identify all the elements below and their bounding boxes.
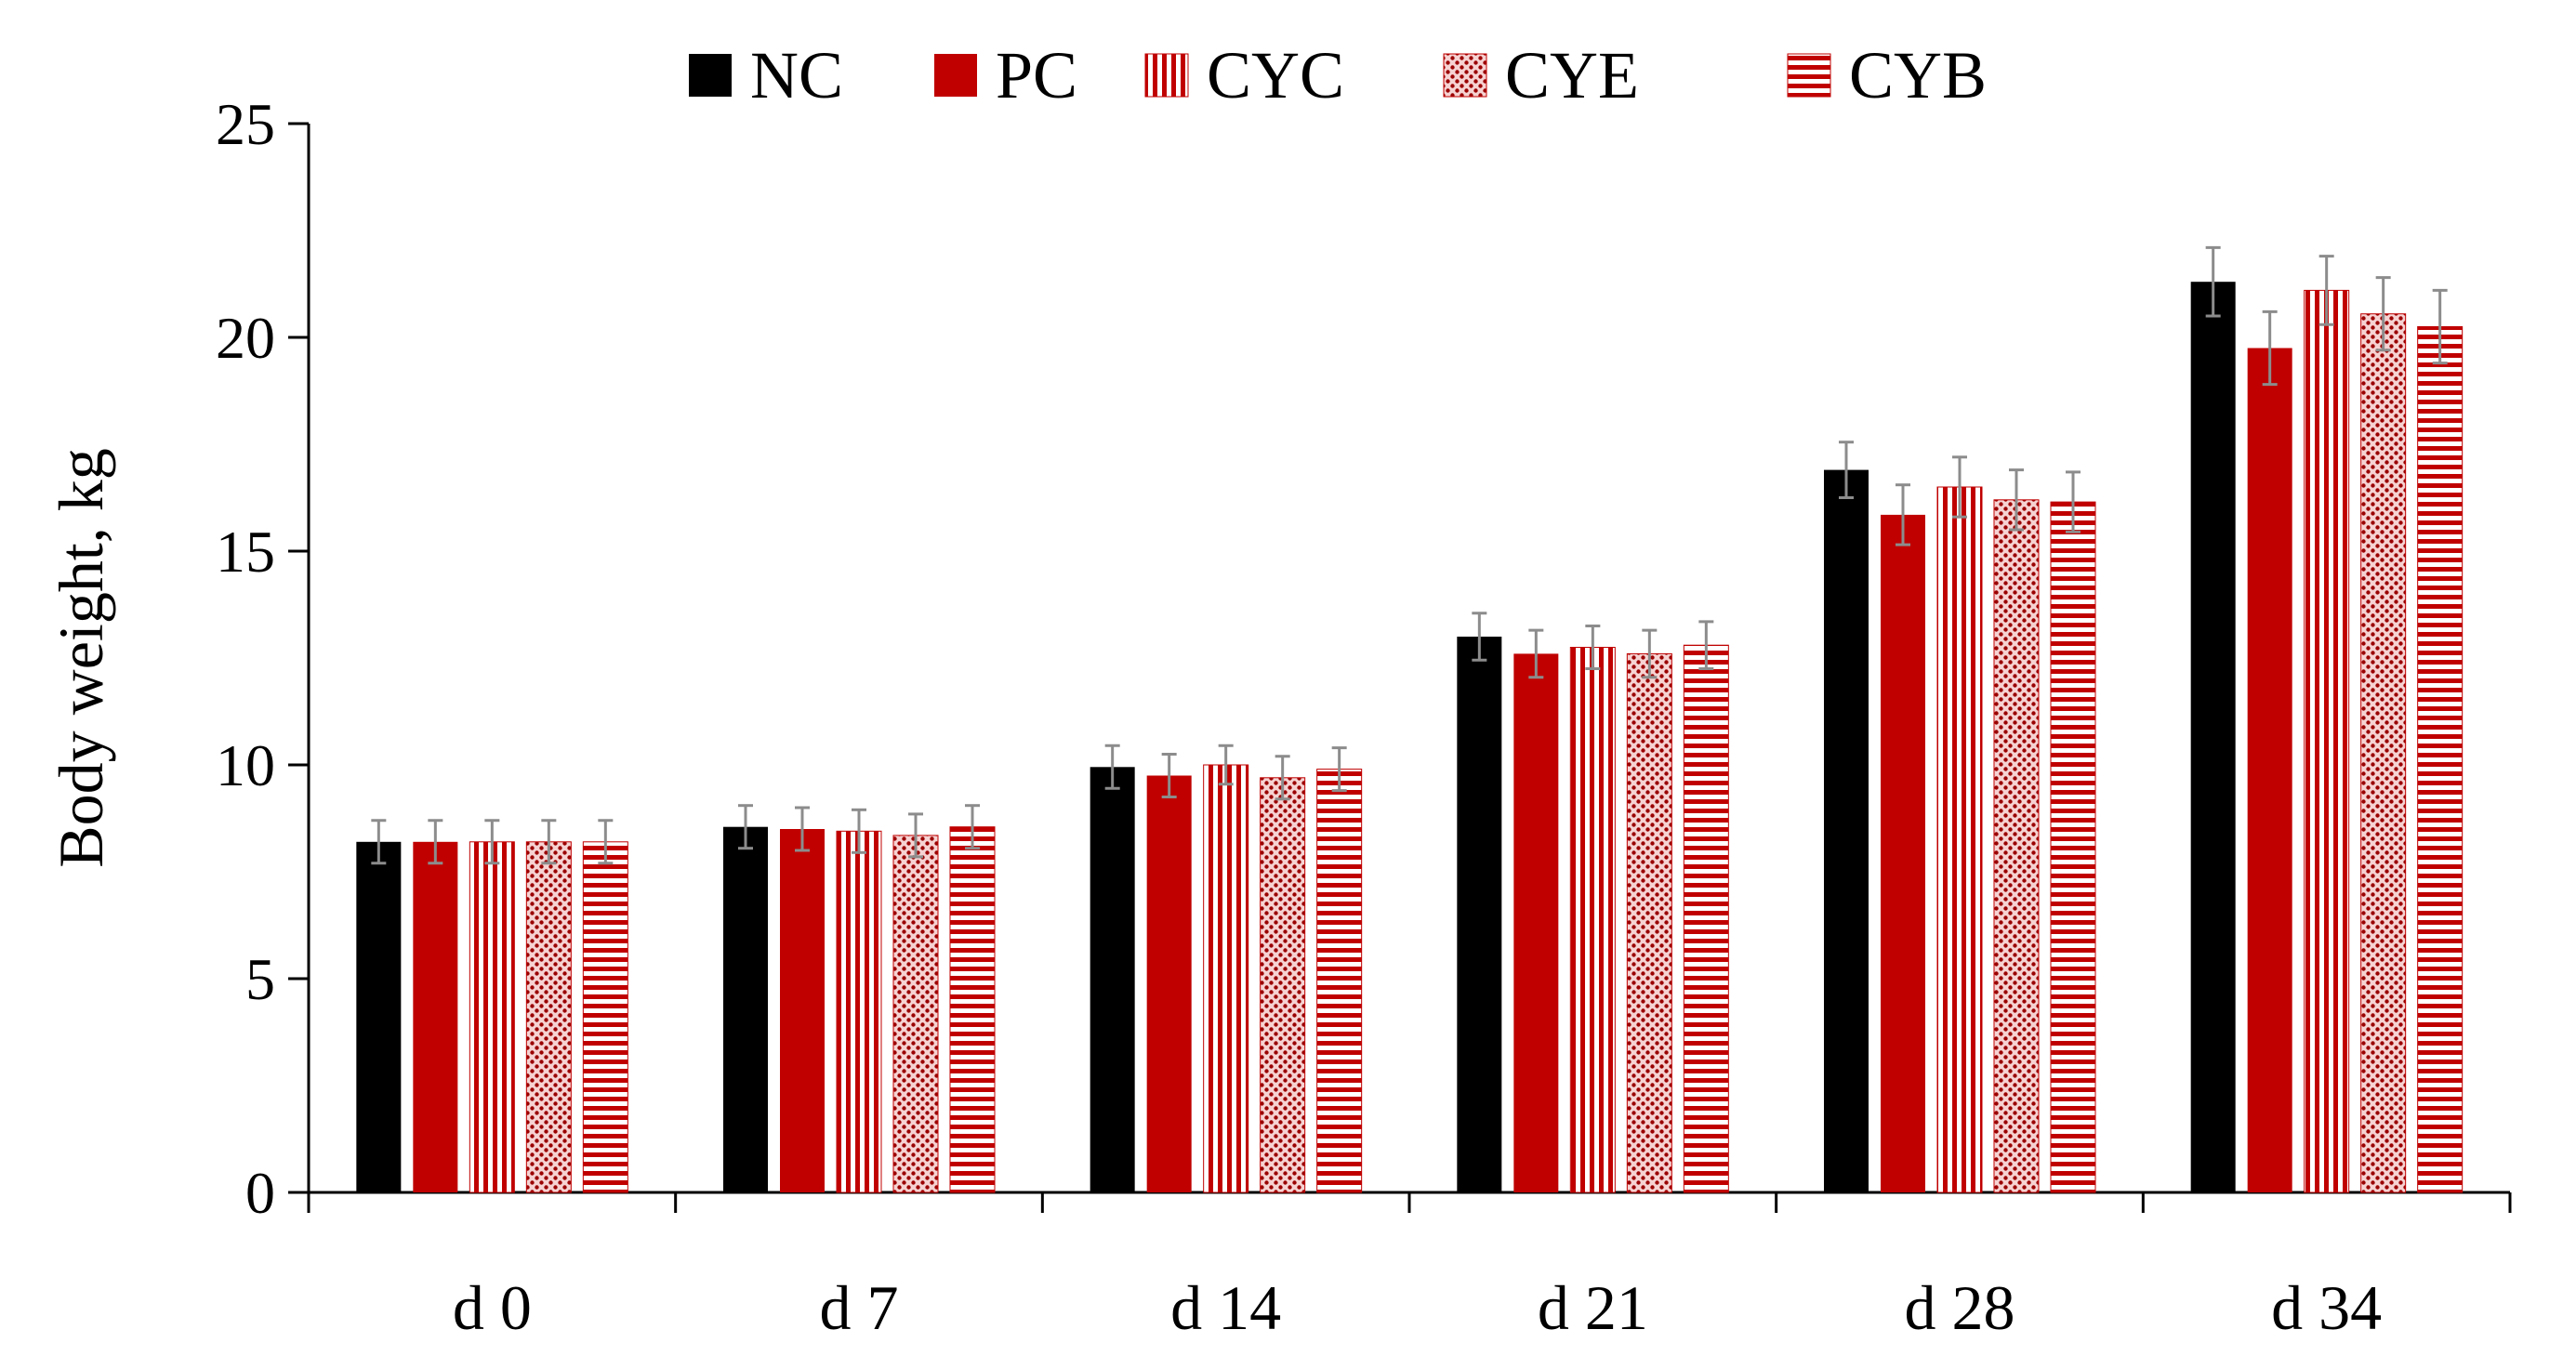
error-bar-cyb-d-28 — [2066, 470, 2081, 533]
error-bar-cye-d-28 — [2009, 468, 2024, 532]
y-tick-label: 0 — [245, 1160, 275, 1226]
bar-pc-d-0 — [413, 841, 458, 1192]
bars-layer — [356, 282, 2464, 1193]
error-bar-nc-d-21 — [1472, 612, 1487, 662]
bar-nc-d-14 — [1090, 767, 1135, 1192]
y-tick-label: 15 — [216, 519, 275, 585]
x-category-label-d-0: d 0 — [453, 1272, 532, 1343]
bar-nc-d-0 — [356, 841, 402, 1192]
x-category-label-d-7: d 7 — [820, 1272, 899, 1343]
legend-item-nc: NC — [689, 38, 843, 112]
error-bar-pc-d-7 — [795, 806, 810, 852]
bar-pc-d-14 — [1146, 775, 1192, 1192]
legend-swatch-cyc — [1144, 53, 1189, 98]
legend: NC PC CYC CYE CYB — [689, 38, 1987, 112]
error-bar-nc-d-0 — [371, 819, 387, 865]
legend-item-cyb: CYB — [1787, 38, 1987, 112]
bar-cyc-d-34 — [2304, 289, 2350, 1193]
legend-label-cyb: CYB — [1849, 38, 1987, 112]
error-bar-pc-d-14 — [1161, 753, 1177, 798]
y-tick-label: 10 — [216, 732, 275, 798]
x-category-label-d-21: d 21 — [1538, 1272, 1648, 1343]
error-bar-cyb-d-0 — [598, 819, 614, 865]
bar-pc-d-34 — [2247, 348, 2292, 1192]
bar-pc-d-28 — [1881, 514, 1925, 1192]
bar-cyc-d-28 — [1936, 486, 1983, 1193]
legend-swatch-nc — [689, 54, 732, 97]
bar-cyb-d-21 — [1683, 644, 1729, 1193]
error-bars-layer — [371, 245, 2448, 865]
legend-swatch-cyb — [1787, 53, 1831, 98]
error-bar-cyb-d-14 — [1331, 746, 1347, 793]
bar-cyb-d-28 — [2050, 501, 2096, 1193]
bar-cye-d-7 — [892, 835, 939, 1193]
legend-label-pc: PC — [996, 38, 1077, 112]
bar-cye-d-28 — [1993, 499, 2040, 1193]
y-tick-label: 5 — [245, 946, 275, 1012]
error-bar-cyb-d-7 — [965, 804, 980, 850]
error-bar-nc-d-14 — [1104, 744, 1120, 790]
error-bar-cyc-d-28 — [1952, 455, 1967, 519]
error-bar-pc-d-0 — [428, 819, 443, 865]
bar-nc-d-34 — [2190, 282, 2236, 1192]
legend-label-cyc: CYC — [1207, 38, 1344, 112]
error-bar-nc-d-7 — [738, 804, 753, 850]
y-tick-label: 25 — [216, 91, 275, 157]
bar-cyc-d-14 — [1203, 764, 1249, 1193]
bar-pc-d-21 — [1513, 653, 1559, 1192]
error-bar-cyc-d-21 — [1585, 625, 1601, 670]
bar-cyc-d-0 — [469, 841, 515, 1193]
bar-nc-d-7 — [723, 826, 768, 1192]
error-bar-cyb-d-21 — [1698, 620, 1714, 670]
bar-cyb-d-7 — [949, 826, 996, 1193]
legend-swatch-pc — [934, 54, 977, 97]
error-bar-cyc-d-0 — [484, 819, 500, 865]
legend-item-cye: CYE — [1443, 38, 1639, 112]
error-bar-cyc-d-14 — [1218, 744, 1234, 786]
x-category-label-d-34: d 34 — [2271, 1272, 2382, 1343]
error-bar-nc-d-28 — [1839, 441, 1854, 499]
y-axis: 0 5 10 15 20 25 — [216, 91, 310, 1226]
legend-label-nc: NC — [750, 38, 843, 112]
error-bar-cye-d-21 — [1642, 628, 1658, 679]
bar-cye-d-0 — [525, 841, 572, 1193]
error-bar-cye-d-14 — [1275, 755, 1290, 801]
bar-cyc-d-7 — [836, 830, 882, 1193]
legend-item-cyc: CYC — [1144, 38, 1344, 112]
error-bar-cye-d-7 — [908, 812, 923, 859]
x-category-label-d-28: d 28 — [1905, 1272, 2015, 1343]
error-bar-pc-d-34 — [2262, 309, 2278, 387]
legend-swatch-cye — [1443, 53, 1487, 98]
legend-item-pc: PC — [934, 38, 1077, 112]
error-bar-cye-d-0 — [541, 819, 557, 865]
bar-cyb-d-34 — [2417, 326, 2464, 1193]
x-axis: d 0 d 7 d 14 d 21 d 28 d 34 — [307, 1191, 2512, 1343]
bar-nc-d-21 — [1457, 637, 1502, 1192]
bar-cyb-d-0 — [582, 841, 628, 1193]
error-bar-cyb-d-34 — [2432, 288, 2448, 365]
error-bar-cye-d-34 — [2375, 276, 2391, 352]
bar-pc-d-7 — [780, 829, 825, 1192]
error-bar-pc-d-21 — [1528, 628, 1544, 679]
bar-cyc-d-21 — [1569, 647, 1616, 1193]
bar-cye-d-21 — [1626, 652, 1672, 1193]
y-tick-label: 20 — [216, 305, 275, 371]
bar-cye-d-14 — [1260, 777, 1306, 1193]
bar-cyb-d-14 — [1316, 769, 1363, 1193]
y-axis-label: Body weight, kg — [46, 448, 116, 867]
error-bar-cyc-d-34 — [2318, 255, 2334, 326]
x-category-label-d-14: d 14 — [1170, 1272, 1281, 1343]
error-bar-nc-d-34 — [2205, 245, 2221, 318]
bar-nc-d-28 — [1824, 469, 1869, 1193]
error-bar-cyc-d-7 — [852, 808, 866, 854]
bar-cye-d-34 — [2360, 313, 2407, 1193]
error-bar-pc-d-28 — [1896, 483, 1910, 546]
legend-label-cye: CYE — [1505, 38, 1639, 112]
